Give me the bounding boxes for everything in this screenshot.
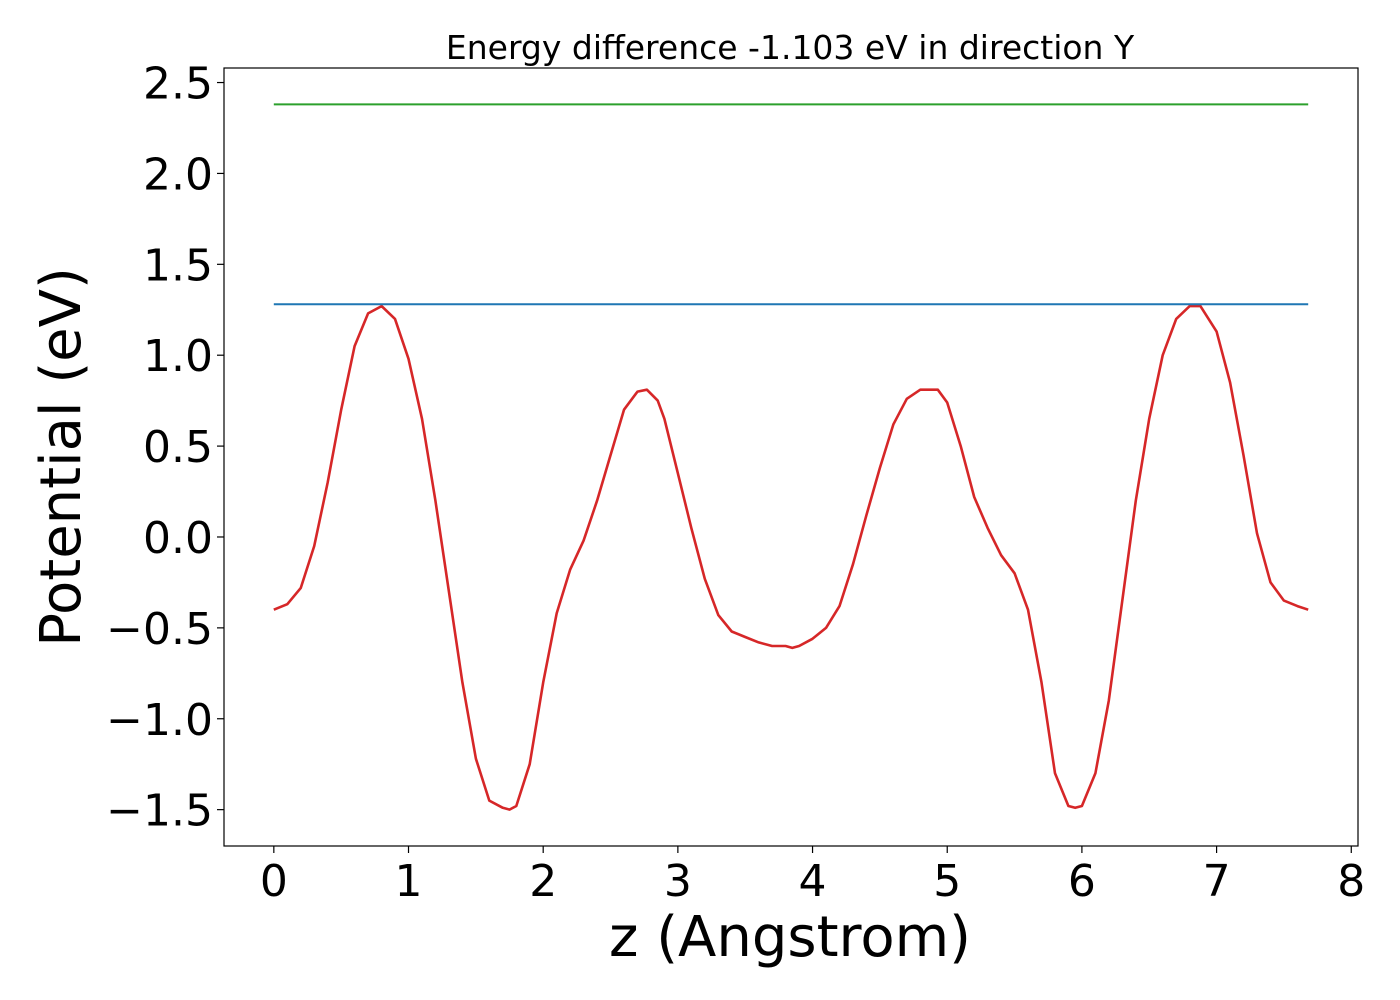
- y-axis-ticks: −1.5 −1.0 −0.5 0.0 0.5 1.0 1.5 2.0 2.5: [106, 59, 224, 837]
- x-tick-label: 0: [260, 856, 288, 907]
- series-layer: [273, 103, 1309, 811]
- x-axis-label: z (Angstrom): [609, 905, 971, 970]
- x-tick-label: 3: [664, 856, 692, 907]
- x-tick-label: 5: [933, 856, 961, 907]
- y-tick-label: 2.5: [143, 59, 213, 110]
- y-tick-label: 0.5: [143, 422, 213, 473]
- y-tick-label: −1.0: [106, 695, 213, 746]
- x-tick-label: 8: [1337, 856, 1365, 907]
- y-tick-label: 1.0: [143, 331, 213, 382]
- y-tick-label: 2.0: [143, 149, 213, 200]
- y-tick-label: −1.5: [106, 786, 213, 837]
- x-tick-label: 1: [395, 856, 423, 907]
- chart-title: Energy difference -1.103 eV in direction…: [446, 28, 1135, 67]
- y-tick-label: 1.5: [143, 240, 213, 291]
- y-tick-label: 0.0: [143, 513, 213, 564]
- plot-frame: [223, 67, 1359, 847]
- x-tick-label: 2: [529, 856, 557, 907]
- y-axis-label: Potential (eV): [29, 267, 94, 647]
- x-tick-label: 6: [1068, 856, 1096, 907]
- x-axis-ticks: 0 1 2 3 4 5 6 7 8: [260, 846, 1365, 907]
- x-tick-label: 4: [799, 856, 827, 907]
- potential-curve: [273, 304, 1309, 811]
- x-tick-label: 7: [1203, 856, 1231, 907]
- y-tick-label: −0.5: [106, 604, 213, 655]
